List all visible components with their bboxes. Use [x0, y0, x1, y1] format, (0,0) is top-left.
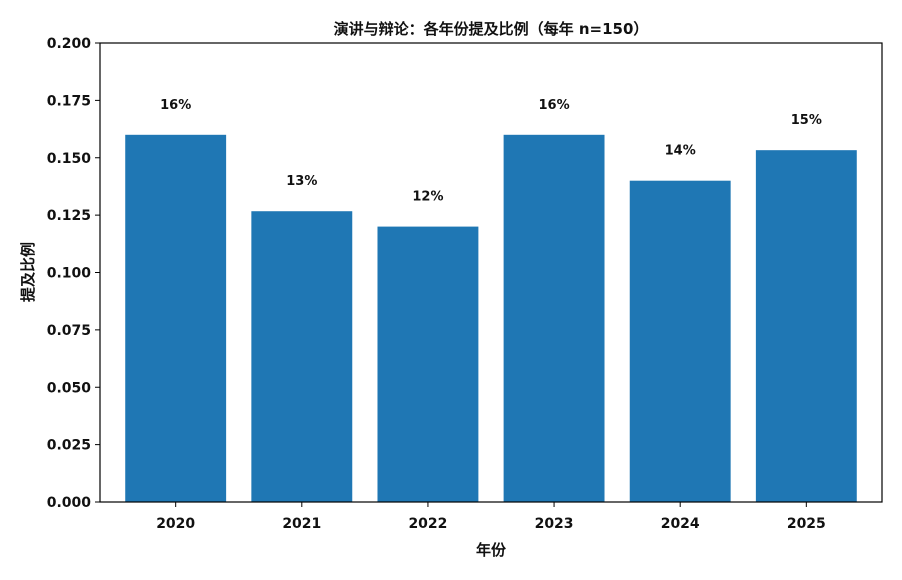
bars-layer [125, 134, 857, 503]
data-label-2024: 14% [665, 144, 696, 159]
bar-2023 [503, 134, 605, 503]
x-tick-label: 2023 [535, 516, 574, 532]
x-tick-label: 2024 [661, 516, 700, 532]
y-ticks-layer: 0.000 0.025 0.050 0.075 0.100 0.125 0.150 0.175… [47, 36, 100, 511]
y-tick-label: 0.100 [47, 266, 92, 282]
y-tick-label: 0.050 [47, 380, 92, 396]
data-label-2020: 16% [160, 98, 191, 113]
bar-2021 [251, 211, 353, 502]
y-tick-label: 0.075 [47, 323, 91, 339]
y-tick-label: 0.025 [47, 438, 91, 454]
x-ticks-layer: 2020 2021 2022 2023 2024 2025 [156, 502, 826, 532]
y-tick-label: 0.150 [47, 151, 92, 167]
x-tick-label: 2020 [156, 516, 195, 532]
data-label-2023: 16% [539, 98, 570, 113]
x-axis-label: 年份 [476, 541, 507, 559]
x-tick-label: 2025 [787, 516, 826, 532]
data-labels-layer: 16% 13% 12% 16% 14% 15% [160, 98, 822, 205]
y-tick-label: 0.200 [47, 36, 92, 52]
y-axis-label: 提及比例 [19, 242, 37, 302]
chart-title: 演讲与辩论：各年份提及比例（每年 n=150） [334, 20, 649, 38]
y-tick-label: 0.125 [47, 208, 91, 224]
data-label-2021: 13% [286, 174, 317, 189]
bar-2025 [755, 150, 857, 502]
y-tick-label: 0.000 [47, 495, 92, 511]
x-tick-label: 2022 [408, 516, 447, 532]
bar-2020 [125, 134, 227, 503]
y-tick-label: 0.175 [47, 93, 91, 109]
data-label-2022: 12% [412, 190, 443, 205]
bar-2022 [377, 226, 479, 502]
data-label-2025: 15% [791, 113, 822, 128]
bar-2024 [629, 180, 731, 502]
x-tick-label: 2021 [282, 516, 321, 532]
